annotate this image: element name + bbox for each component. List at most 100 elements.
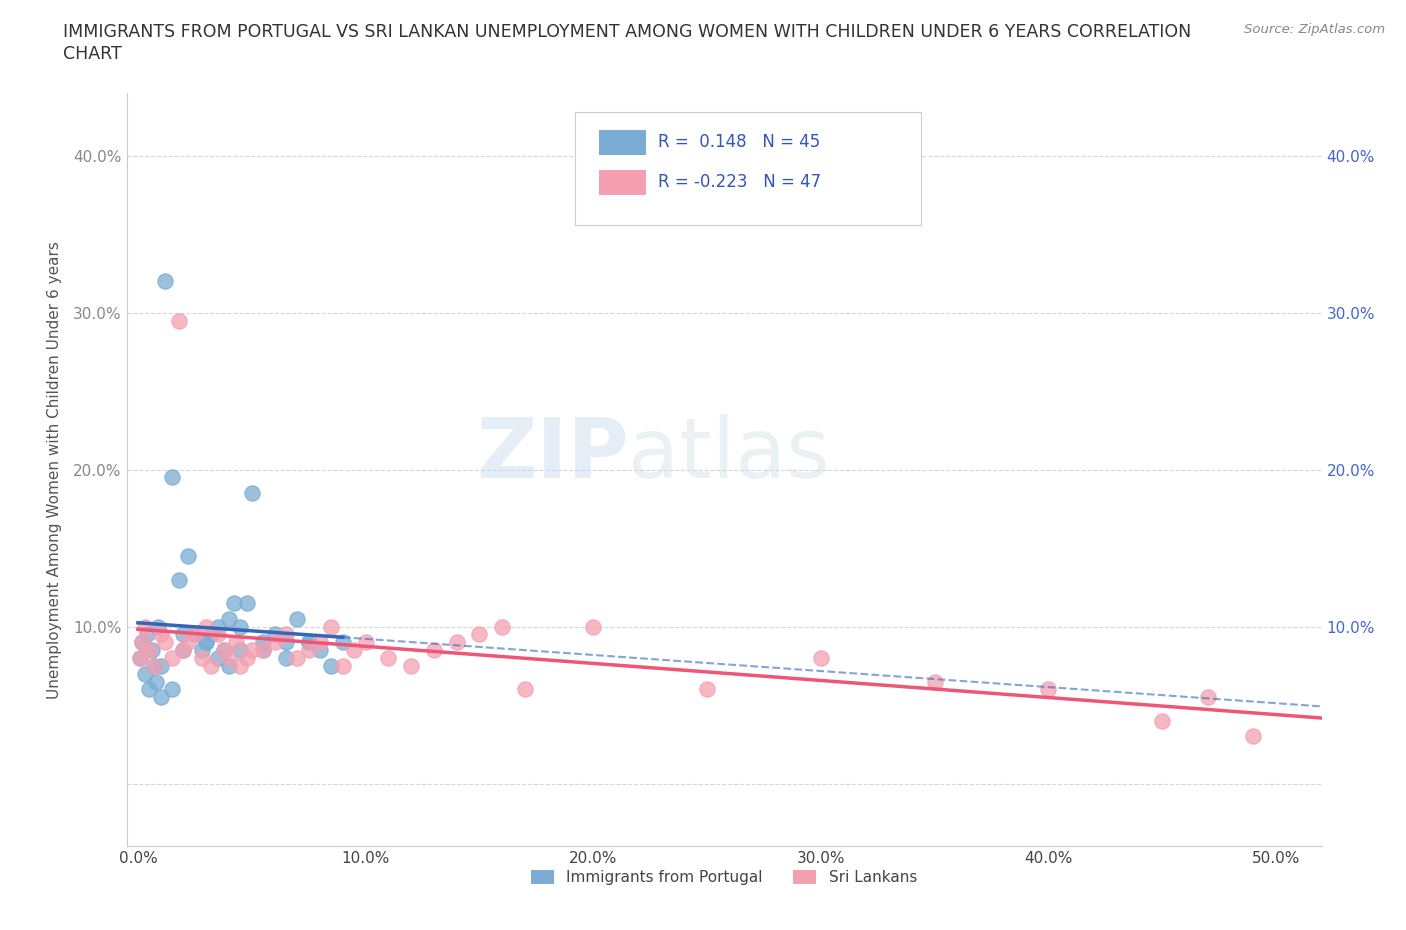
- Point: [142, 658, 165, 673]
- Text: IMMIGRANTS FROM PORTUGAL VS SRI LANKAN UNEMPLOYMENT AMONG WOMEN WITH CHILDREN UN: IMMIGRANTS FROM PORTUGAL VS SRI LANKAN U…: [63, 23, 1191, 41]
- Point: [160, 470, 183, 485]
- Point: [207, 627, 229, 642]
- Point: [177, 549, 200, 564]
- Point: [200, 658, 222, 673]
- Point: [149, 690, 172, 705]
- Text: CHART: CHART: [63, 45, 122, 62]
- Point: [1241, 729, 1264, 744]
- Point: [236, 651, 259, 666]
- Text: atlas: atlas: [628, 414, 830, 495]
- Point: [222, 595, 245, 610]
- Point: [136, 627, 159, 642]
- Point: [513, 682, 536, 697]
- Point: [184, 627, 207, 642]
- Point: [229, 619, 252, 634]
- Point: [252, 643, 274, 658]
- Point: [214, 643, 236, 658]
- Point: [240, 485, 263, 500]
- Point: [321, 658, 343, 673]
- Point: [129, 651, 152, 666]
- Point: [491, 619, 513, 634]
- Point: [446, 635, 468, 650]
- Point: [468, 627, 491, 642]
- Point: [160, 682, 183, 697]
- Point: [1197, 690, 1219, 705]
- Point: [274, 635, 297, 650]
- Point: [155, 273, 177, 288]
- Point: [240, 643, 263, 658]
- Point: [252, 635, 274, 650]
- Point: [285, 651, 308, 666]
- Point: [200, 627, 222, 642]
- Point: [207, 619, 229, 634]
- Point: [195, 635, 218, 650]
- Point: [134, 666, 156, 681]
- Point: [172, 627, 194, 642]
- Point: [229, 658, 252, 673]
- Point: [1152, 713, 1174, 728]
- Point: [184, 627, 207, 642]
- Point: [924, 674, 946, 689]
- Point: [134, 619, 156, 634]
- Point: [218, 611, 240, 626]
- Point: [582, 619, 605, 634]
- Point: [167, 313, 190, 328]
- Point: [129, 651, 152, 666]
- Point: [131, 635, 153, 650]
- Point: [218, 651, 240, 666]
- Point: [138, 682, 160, 697]
- Point: [195, 619, 218, 634]
- Point: [274, 651, 297, 666]
- Point: [696, 682, 718, 697]
- Point: [285, 611, 308, 626]
- Point: [377, 651, 399, 666]
- Point: [229, 643, 252, 658]
- Point: [172, 643, 194, 658]
- Point: [155, 635, 177, 650]
- Point: [354, 635, 377, 650]
- Point: [148, 619, 170, 634]
- Point: [131, 635, 153, 650]
- Point: [298, 635, 321, 650]
- Point: [172, 643, 194, 658]
- Point: [1038, 682, 1060, 697]
- Point: [195, 635, 218, 650]
- Point: [343, 643, 366, 658]
- Text: R = -0.223   N = 47: R = -0.223 N = 47: [658, 173, 821, 191]
- Point: [225, 635, 247, 650]
- FancyBboxPatch shape: [599, 170, 647, 194]
- Point: [190, 643, 212, 658]
- Point: [332, 658, 354, 673]
- Point: [177, 635, 200, 650]
- Point: [190, 651, 212, 666]
- Point: [263, 635, 285, 650]
- Point: [252, 643, 274, 658]
- Point: [423, 643, 446, 658]
- Y-axis label: Unemployment Among Women with Children Under 6 years: Unemployment Among Women with Children U…: [46, 241, 62, 698]
- FancyBboxPatch shape: [575, 112, 921, 225]
- Point: [142, 658, 165, 673]
- Point: [236, 595, 259, 610]
- Point: [207, 651, 229, 666]
- Point: [141, 643, 163, 658]
- Point: [298, 643, 321, 658]
- Point: [214, 643, 236, 658]
- Point: [138, 643, 160, 658]
- Point: [309, 643, 332, 658]
- Point: [167, 572, 190, 587]
- Point: [298, 635, 321, 650]
- Point: [309, 635, 332, 650]
- Point: [263, 627, 285, 642]
- Point: [149, 627, 172, 642]
- Text: R =  0.148   N = 45: R = 0.148 N = 45: [658, 133, 821, 151]
- Text: ZIP: ZIP: [477, 414, 628, 495]
- Point: [145, 674, 167, 689]
- Point: [160, 651, 183, 666]
- Text: Source: ZipAtlas.com: Source: ZipAtlas.com: [1244, 23, 1385, 36]
- Point: [332, 635, 354, 650]
- Point: [810, 651, 832, 666]
- Legend: Immigrants from Portugal, Sri Lankans: Immigrants from Portugal, Sri Lankans: [524, 864, 924, 891]
- Point: [274, 627, 297, 642]
- Point: [218, 658, 240, 673]
- Point: [149, 658, 172, 673]
